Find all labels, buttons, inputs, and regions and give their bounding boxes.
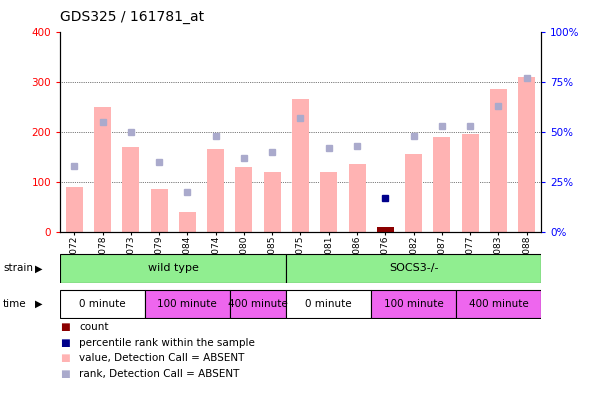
Text: value, Detection Call = ABSENT: value, Detection Call = ABSENT [79,353,245,364]
Bar [94,107,111,232]
Bar [292,99,309,232]
Text: 100 minute: 100 minute [157,299,217,309]
Bar [230,290,286,318]
Bar [320,172,337,232]
Bar [405,154,422,232]
Text: ■: ■ [60,337,70,348]
Text: 400 minute: 400 minute [469,299,528,309]
Bar [264,172,281,232]
Bar [286,254,541,283]
Text: ■: ■ [60,322,70,332]
Text: ■: ■ [60,369,70,379]
Bar [462,134,478,232]
Bar [349,164,365,232]
Text: ▶: ▶ [35,299,42,309]
Text: SOCS3-/-: SOCS3-/- [389,263,438,273]
Bar [236,167,252,232]
Bar [151,189,168,232]
Text: 0 minute: 0 minute [305,299,352,309]
Bar [456,290,541,318]
Text: rank, Detection Call = ABSENT: rank, Detection Call = ABSENT [79,369,240,379]
Bar [377,227,394,232]
Bar [518,77,535,232]
Bar [490,89,507,232]
Bar [179,211,196,232]
Text: count: count [79,322,109,332]
Bar [371,290,456,318]
Text: wild type: wild type [148,263,199,273]
Bar [66,187,83,232]
Text: 100 minute: 100 minute [384,299,444,309]
Bar [286,290,371,318]
Text: GDS325 / 161781_at: GDS325 / 161781_at [60,10,204,24]
Bar [60,254,286,283]
Bar [123,147,139,232]
Bar [433,137,450,232]
Text: 0 minute: 0 minute [79,299,126,309]
Text: ▶: ▶ [35,263,42,273]
Text: time: time [3,299,26,309]
Text: strain: strain [3,263,33,273]
Text: 400 minute: 400 minute [228,299,288,309]
Bar [207,149,224,232]
Text: ■: ■ [60,353,70,364]
Bar [145,290,230,318]
Text: percentile rank within the sample: percentile rank within the sample [79,337,255,348]
Bar [60,290,145,318]
